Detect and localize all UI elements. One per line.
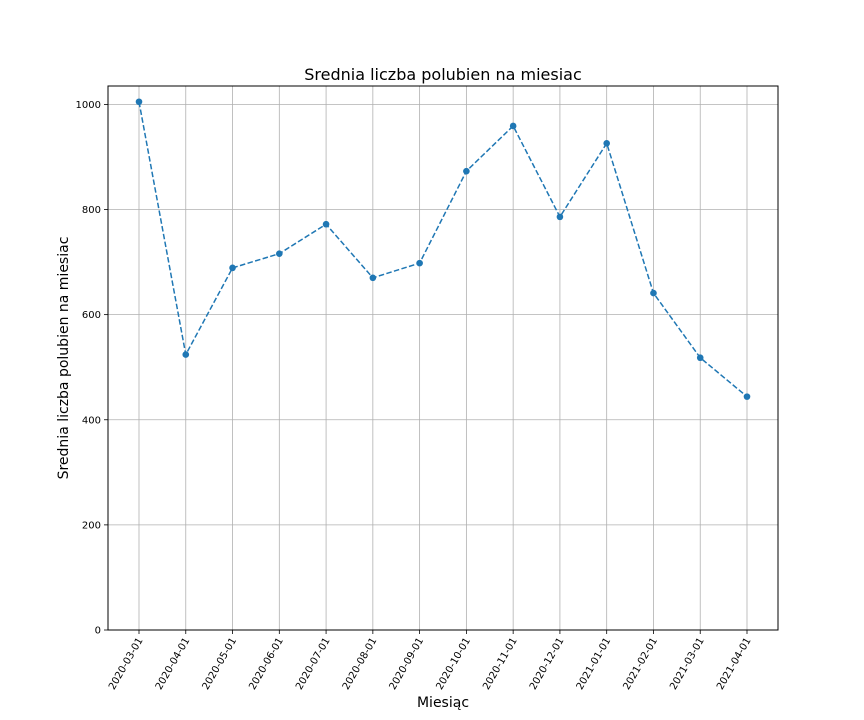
data-point xyxy=(416,259,423,267)
y-tick-label: 800 xyxy=(82,205,101,216)
data-point xyxy=(229,264,236,272)
data-point xyxy=(463,167,470,175)
y-axis-title: Srednia liczba polubien na miesiac xyxy=(56,237,72,480)
data-point xyxy=(696,354,704,362)
data-point xyxy=(603,139,610,147)
plot-frame xyxy=(107,85,779,631)
y-tick-label: 400 xyxy=(82,415,101,426)
x-tick-label: 2020-10-01 xyxy=(434,636,473,692)
ticks: 2020-03-01 2020-04-01 2020-05-01 2020-06-01… xyxy=(76,100,754,692)
chart-title: Srednia liczba polubien na miesiac xyxy=(304,65,581,84)
x-tick-label: 2020-03-01 xyxy=(107,636,146,692)
data-point xyxy=(276,250,283,257)
x-tick-label: 2020-07-01 xyxy=(294,636,333,692)
data-point xyxy=(650,289,657,297)
y-tick-label: 1000 xyxy=(76,100,101,111)
y-tick-label: 600 xyxy=(82,310,101,321)
data-point xyxy=(135,98,143,106)
x-tick-label: 2020-08-01 xyxy=(341,636,380,692)
data-point xyxy=(509,122,517,130)
series-line xyxy=(138,101,748,398)
x-tick-label: 2020-05-01 xyxy=(201,636,240,692)
grid xyxy=(108,86,778,631)
data-point xyxy=(369,274,377,282)
data-point xyxy=(743,393,751,400)
data-point xyxy=(182,351,190,358)
x-tick-label: 2020-12-01 xyxy=(528,636,567,692)
x-axis-title: Miesiąc xyxy=(417,695,469,711)
y-tick-label: 0 xyxy=(95,626,101,637)
series-layer xyxy=(135,98,751,400)
x-tick-label: 2020-09-01 xyxy=(388,636,427,692)
data-point xyxy=(322,220,330,228)
y-tick-label: 200 xyxy=(82,520,101,531)
x-tick-label: 2020-06-01 xyxy=(247,636,286,692)
x-tick-label: 2020-11-01 xyxy=(481,636,520,692)
x-tick-label: 2021-01-01 xyxy=(575,636,614,692)
x-tick-label: 2021-04-01 xyxy=(715,636,754,692)
x-tick-label: 2021-02-01 xyxy=(621,636,660,692)
x-tick-label: 2021-03-01 xyxy=(668,636,707,692)
x-tick-label: 2020-04-01 xyxy=(154,636,193,692)
data-point xyxy=(556,213,564,221)
